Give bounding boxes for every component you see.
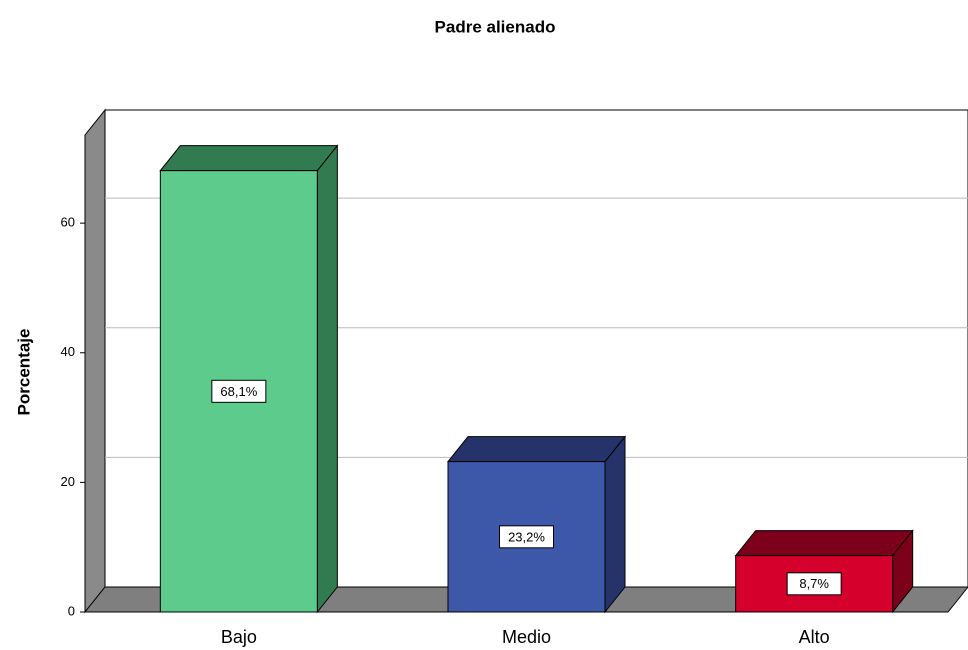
x-tick-label: Bajo [221,627,257,647]
bar-top [446,436,627,463]
bar-top [159,145,339,172]
y-tick-label: 60 [61,215,75,230]
value-label-box [499,525,554,549]
value-label: 68,1% [220,384,257,399]
value-label: 23,2% [508,529,545,544]
x-tick-label: Medio [502,627,551,647]
y-tick-label: 40 [61,344,75,359]
y-axis-label: Porcentaje [14,329,33,416]
bar [447,461,606,613]
chart-title: Padre alienado [435,17,556,36]
bar-top [734,530,914,557]
x-tick-label: Alto [799,627,830,647]
left-wall [84,108,106,614]
y-tick-label: 0 [68,603,75,618]
y-tick-label: 20 [61,474,75,489]
value-label-box [786,572,842,596]
bar-side [604,435,626,614]
value-label-box [211,379,267,403]
bar-side [316,144,338,614]
value-label: 8,7% [799,576,829,591]
